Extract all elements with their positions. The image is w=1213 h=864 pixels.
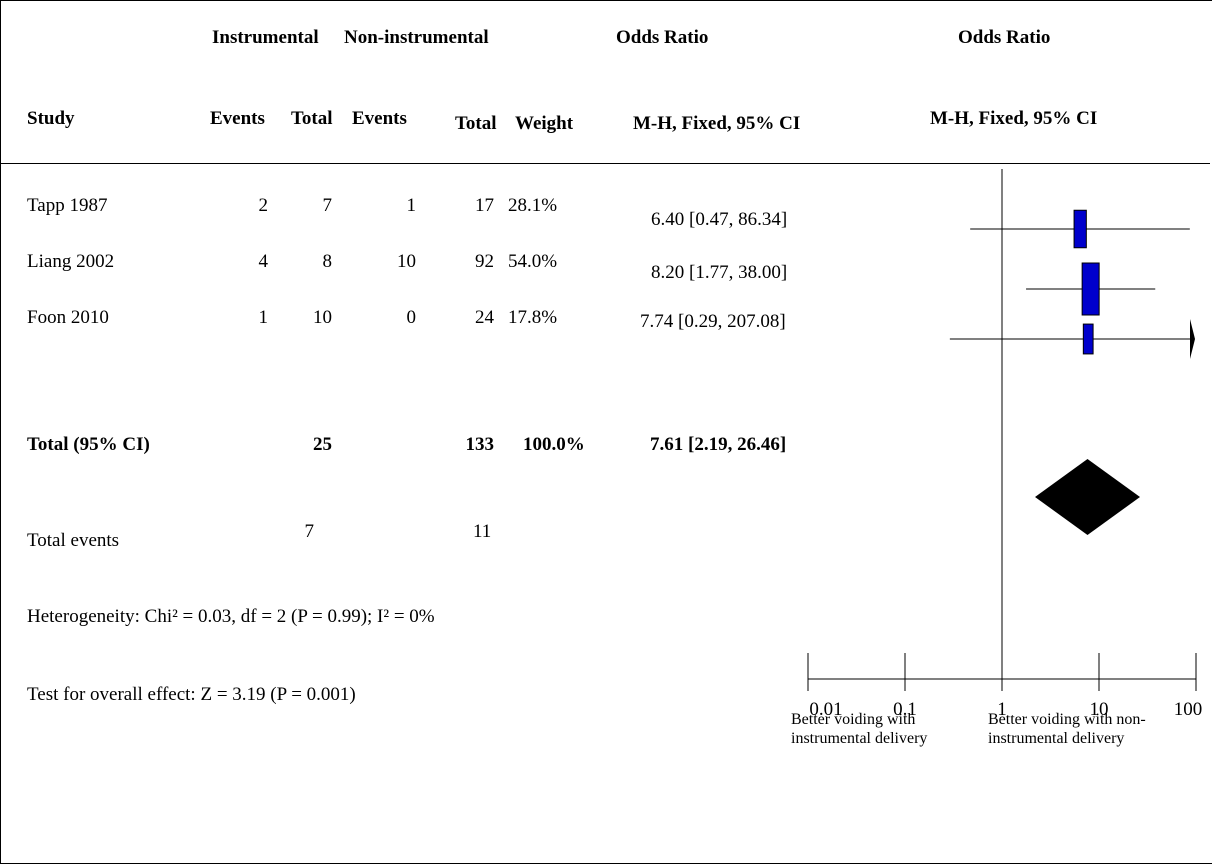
study-effect-box (1082, 263, 1099, 315)
study-effect-box (1083, 324, 1093, 354)
x-axis-tick-label: 1 (997, 699, 1007, 720)
x-axis-tick-label: 0.01 (809, 699, 842, 720)
ci-arrow (1190, 319, 1195, 359)
x-axis-tick-label: 10 (1090, 699, 1109, 720)
x-axis-tick-label: 0.1 (893, 699, 917, 720)
x-axis-tick-label: 100 (1174, 699, 1203, 720)
pooled-effect-diamond (1035, 459, 1140, 535)
study-effect-box (1074, 210, 1086, 248)
